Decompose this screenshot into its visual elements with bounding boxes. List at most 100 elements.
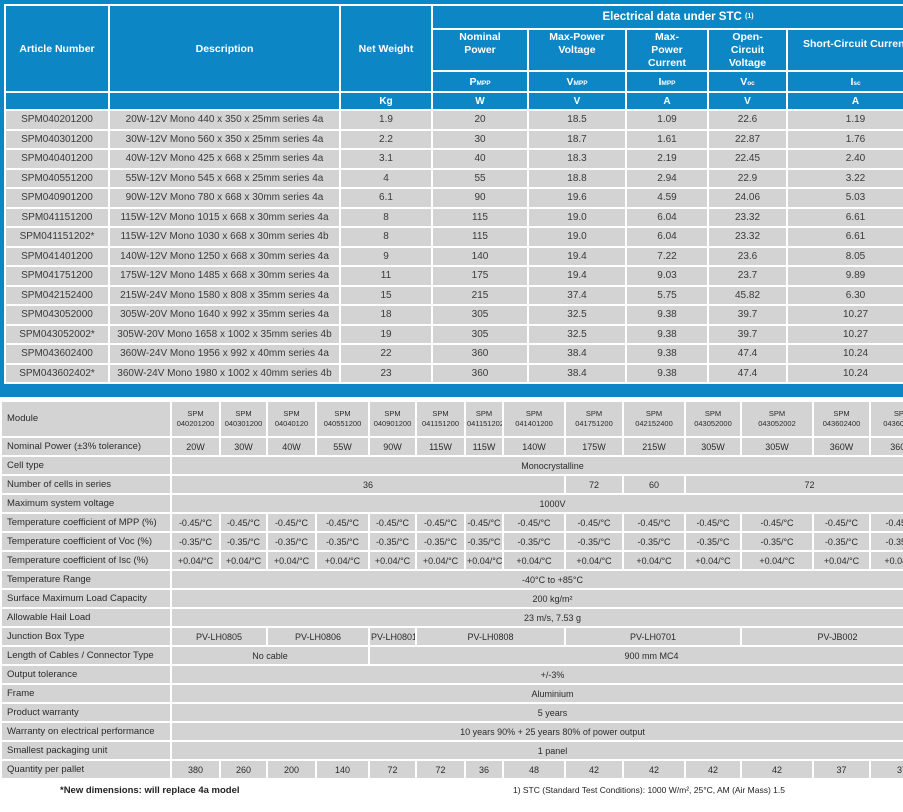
spec-row-label: Warranty on electrical performance [2, 723, 170, 740]
stc-footnote-marker: (1) [745, 13, 754, 20]
description-cell: 115W-12V Mono 1030 x 668 x 30mm series 4… [110, 228, 339, 246]
spec-row: Allowable Hail Load 23 m/s, 7.53 g [2, 609, 903, 626]
spec-row-label: Cell type [2, 457, 170, 474]
value-cell: 45.82 [709, 286, 786, 304]
footnote-new-dimensions: *New dimensions: will replace 4a model [60, 785, 240, 796]
article-table-body: SPM040201200 20W-12V Mono 440 x 350 x 25m… [6, 111, 903, 382]
spec-value-cell: No cable [172, 647, 368, 664]
table-row: SPM041751200 175W-12V Mono 1485 x 668 x 3… [6, 267, 903, 285]
spec-value-cell: 200 kg/m² [172, 590, 903, 607]
value-cell: 8.05 [788, 247, 903, 265]
spec-value-cell: 140W [504, 438, 564, 455]
value-cell: 18 [341, 306, 431, 324]
value-cell: 9.89 [788, 267, 903, 285]
value-cell: 19.4 [529, 267, 625, 285]
spec-value-cell: -0.45/°C [624, 514, 684, 531]
spec-value-cell: +0.04/°C [624, 552, 684, 569]
value-cell: 19.0 [529, 228, 625, 246]
spec-value-cell: -0.45/°C [686, 514, 740, 531]
article-number-cell: SPM040901200 [6, 189, 108, 207]
spec-row: Number of cells in series 36 72 60 72 [2, 476, 903, 493]
table-row: SPM043602402* 360W-24V Mono 1980 x 1002 x… [6, 364, 903, 382]
value-cell: 115 [433, 228, 527, 246]
spec-row-label: Smallest packaging unit [2, 742, 170, 759]
spec-value-cell: -0.35/°C [871, 533, 903, 550]
value-cell: 32.5 [529, 325, 625, 343]
spec-value-cell: -0.45/°C [221, 514, 266, 531]
unit-cell: V [709, 93, 786, 109]
footnote-stc-definition: 1) STC (Standard Test Conditions): 1000 … [512, 785, 785, 795]
spec-row: Output tolerance +/-3% [2, 666, 903, 683]
description-cell: 305W-20V Mono 1658 x 1002 x 35mm series … [110, 325, 339, 343]
spec-row: Temperature Range -40°C to +85°C [2, 571, 903, 588]
value-cell: 3.22 [788, 169, 903, 187]
module-column-header: SPM 040301200 [221, 402, 266, 436]
value-cell: 20 [433, 111, 527, 129]
spec-value-cell: Aluminium [172, 685, 903, 702]
value-cell: 10.24 [788, 364, 903, 382]
spec-value-cell: -0.45/°C [317, 514, 368, 531]
value-cell: 19.4 [529, 247, 625, 265]
spec-value-cell: 360W [871, 438, 903, 455]
spec-row-label: Maximum system voltage [2, 495, 170, 512]
spec-row-label: Length of Cables / Connector Type [2, 647, 170, 664]
spec-value-cell: 20W [172, 438, 219, 455]
spec-row: Junction Box Type PV-LH0805 PV-LH0806 PV-LH… [2, 628, 903, 645]
spec-value-cell: 175W [566, 438, 622, 455]
spec-value-cell: PV-LH0701 [566, 628, 740, 645]
article-number-cell: SPM041151202* [6, 228, 108, 246]
spec-value-cell: 72 [417, 761, 464, 778]
spec-value-cell: +0.04/°C [566, 552, 622, 569]
spec-row: Nominal Power (±3% tolerance) 20W 30W 40W 55… [2, 438, 903, 455]
spec-row: Warranty on electrical performance 10 yea… [2, 723, 903, 740]
table-row: SPM041151202* 115W-12V Mono 1030 x 668 x … [6, 228, 903, 246]
spec-value-cell: 42 [624, 761, 684, 778]
table-row: SPM041151200 115W-12V Mono 1015 x 668 x 3… [6, 208, 903, 226]
description-cell: 215W-24V Mono 1580 x 808 x 35mm series 4… [110, 286, 339, 304]
article-number-cell: SPM041151200 [6, 208, 108, 226]
value-cell: 2.40 [788, 150, 903, 168]
value-cell: 47.4 [709, 345, 786, 363]
module-column-header: SPM 040551200 [317, 402, 368, 436]
value-cell: 18.8 [529, 169, 625, 187]
spec-value-cell: +0.04/°C [370, 552, 415, 569]
value-cell: 2.94 [627, 169, 707, 187]
value-cell: 55 [433, 169, 527, 187]
value-cell: 23.32 [709, 208, 786, 226]
value-cell: 3.1 [341, 150, 431, 168]
spec-row-label: Allowable Hail Load [2, 609, 170, 626]
value-cell: 305 [433, 306, 527, 324]
value-cell: 11 [341, 267, 431, 285]
value-cell: 6.04 [627, 228, 707, 246]
article-number-cell: SPM042152400 [6, 286, 108, 304]
spec-value-cell: 305W [686, 438, 740, 455]
value-cell: 9.38 [627, 345, 707, 363]
spec-value-cell: -0.45/°C [172, 514, 219, 531]
value-cell: 30 [433, 130, 527, 148]
unit-cell [6, 93, 108, 109]
value-cell: 38.4 [529, 364, 625, 382]
electrical-symbol: VMPP [529, 72, 625, 91]
value-cell: 19.0 [529, 208, 625, 226]
value-cell: 8 [341, 208, 431, 226]
spec-row: Frame Aluminium [2, 685, 903, 702]
value-cell: 7.22 [627, 247, 707, 265]
spec-value-cell: -0.45/°C [566, 514, 622, 531]
value-cell: 9.38 [627, 325, 707, 343]
col-header-description: Description [110, 6, 339, 91]
stc-title: Electrical data under STC [602, 11, 742, 23]
col-header-article-number: Article Number [6, 6, 108, 91]
spec-value-cell: +0.04/°C [268, 552, 315, 569]
spec-value-cell: 115W [417, 438, 464, 455]
spec-value-cell: 900 mm MC4 [370, 647, 903, 664]
spec-value-cell: -0.35/°C [268, 533, 315, 550]
spec-value-cell: 55W [317, 438, 368, 455]
article-number-cell: SPM041751200 [6, 267, 108, 285]
value-cell: 39.7 [709, 325, 786, 343]
value-cell: 10.27 [788, 306, 903, 324]
value-cell: 9.38 [627, 306, 707, 324]
spec-value-cell: 90W [370, 438, 415, 455]
spec-value-cell: 72 [686, 476, 903, 493]
spec-table: Module SPM 040201200 SPM 040301200 SPM 040401… [0, 400, 903, 780]
